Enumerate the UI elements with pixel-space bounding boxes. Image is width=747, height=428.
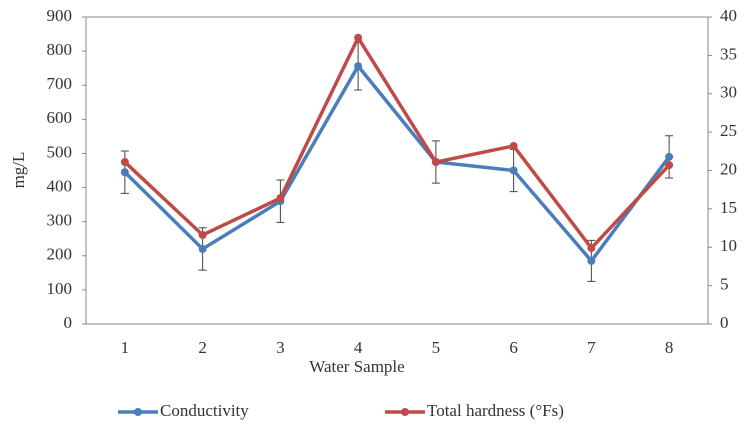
point	[431, 158, 440, 167]
x-tick-label: 5	[432, 338, 441, 357]
y-tick-label: 100	[47, 279, 73, 298]
y-tick-label: 900	[47, 6, 73, 25]
y2-tick-label: 15	[720, 198, 737, 217]
point	[587, 244, 596, 253]
y-tick-label: 700	[47, 74, 73, 93]
x-tick-label: 4	[354, 338, 363, 357]
series-line	[123, 34, 671, 251]
y-tick-label: 400	[47, 176, 73, 195]
y2-tick-label: 25	[720, 121, 737, 140]
legend-marker	[401, 408, 409, 416]
x-tick-label: 7	[587, 338, 596, 357]
point	[509, 141, 518, 150]
y2-tick-label: 5	[720, 275, 729, 294]
point	[509, 166, 518, 175]
point	[354, 62, 363, 71]
y-tick-label: 0	[64, 313, 73, 332]
x-tick-label: 2	[198, 338, 207, 357]
y2-tick-label: 10	[720, 236, 737, 255]
y-tick-label: 500	[47, 142, 73, 161]
legend-label: Conductivity	[160, 401, 249, 420]
x-tick-label: 3	[276, 338, 285, 357]
y2-tick-label: 0	[720, 313, 729, 332]
point	[665, 152, 674, 161]
x-tick-label: 6	[509, 338, 518, 357]
y-tick-label: 300	[47, 211, 73, 230]
x-tick-label: 1	[121, 338, 130, 357]
y-tick-label: 800	[47, 40, 73, 59]
x-tick-label: 8	[665, 338, 674, 357]
series-line	[123, 63, 671, 264]
y-axis-label: mg/L	[9, 152, 28, 189]
point	[198, 230, 207, 239]
y-tick-label: 200	[47, 245, 73, 264]
point	[276, 194, 285, 203]
legend-label: Total hardness (°Fs)	[427, 401, 564, 420]
y2-tick-label: 40	[720, 6, 737, 25]
point	[587, 256, 596, 265]
point	[665, 161, 674, 170]
point	[354, 33, 363, 42]
y2-tick-label: 30	[720, 83, 737, 102]
point	[120, 158, 129, 167]
plot-frame	[85, 16, 709, 325]
y2-tick-label: 35	[720, 44, 737, 63]
y-tick-label: 600	[47, 108, 73, 127]
x-axis-label: Water Sample	[309, 357, 404, 376]
point	[198, 244, 207, 253]
y2-tick-label: 20	[720, 159, 737, 178]
point	[120, 168, 129, 177]
legend-marker	[134, 408, 142, 416]
